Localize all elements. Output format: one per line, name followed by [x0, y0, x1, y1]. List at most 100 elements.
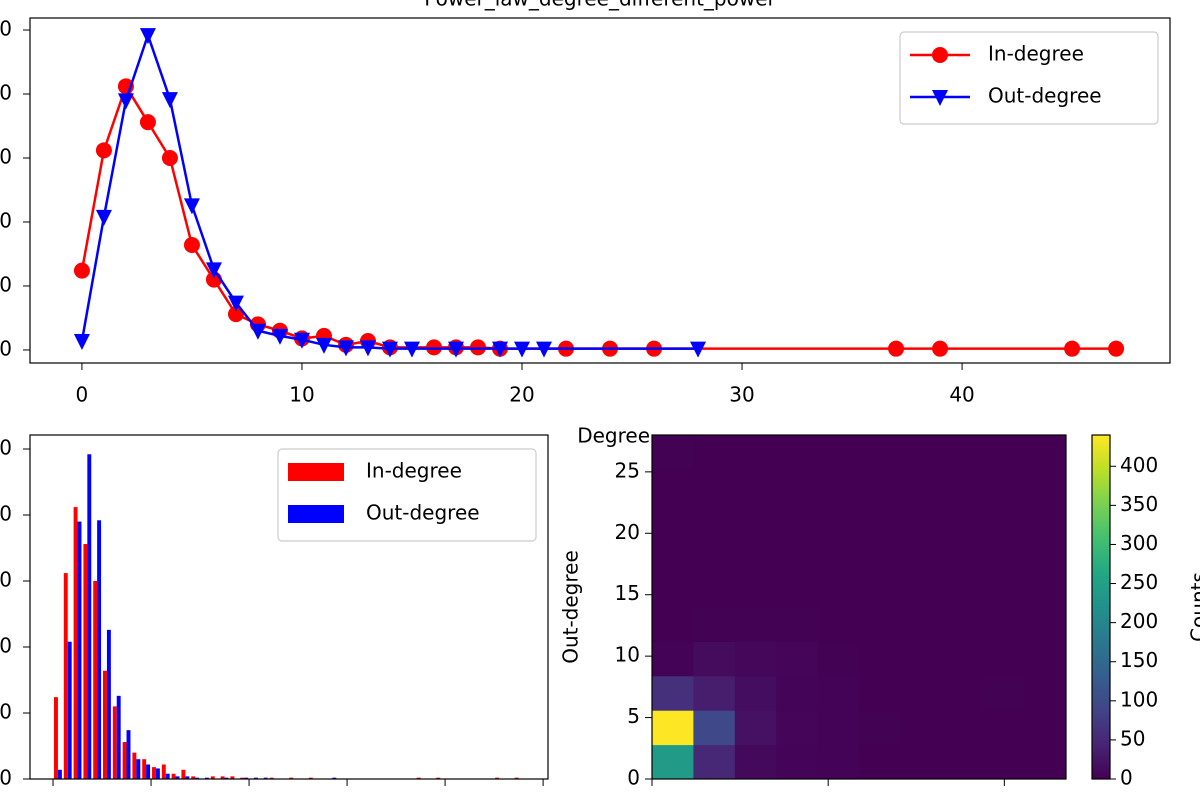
legend-label: Out-degree — [366, 501, 480, 525]
bar — [204, 777, 209, 779]
data-point — [161, 149, 178, 166]
data-point — [117, 93, 134, 110]
bar — [73, 507, 78, 779]
colorbar-tick-label: 400 — [1120, 453, 1158, 477]
x-tick-label: 30 — [729, 383, 754, 407]
colorbar-tick-label: 350 — [1120, 492, 1158, 516]
heat-cell — [693, 469, 736, 505]
data-point — [205, 262, 222, 279]
heat-cell — [941, 538, 984, 574]
y-tick-label: 250 — [0, 435, 12, 459]
heat-cell — [693, 538, 736, 574]
heat-cell — [941, 641, 984, 677]
axes-frame — [29, 17, 1171, 364]
bar — [269, 777, 274, 779]
heat-cell — [734, 675, 777, 711]
heat-cell — [817, 572, 860, 608]
bar — [436, 777, 441, 779]
data-point — [249, 323, 266, 340]
colorbar-tick-label: 100 — [1120, 687, 1158, 711]
bar — [171, 773, 176, 779]
bar — [220, 776, 225, 779]
heat-cell — [941, 469, 984, 505]
bar — [146, 764, 151, 779]
heat-cell — [859, 503, 901, 539]
data-point — [183, 198, 200, 215]
y-tick-label: 50 — [0, 699, 12, 723]
heat-cell — [817, 607, 860, 642]
data-point — [337, 340, 354, 357]
heat-cell — [941, 675, 984, 711]
heat-cell — [900, 469, 943, 505]
data-point — [95, 209, 112, 226]
data-point — [491, 341, 508, 358]
y-tick-label: 200 — [0, 81, 12, 105]
colorbar-tick-label: 150 — [1120, 648, 1158, 672]
bar — [195, 777, 200, 779]
heat-cell — [941, 744, 984, 780]
x-tick-label: 40 — [949, 383, 974, 407]
data-point — [227, 295, 244, 312]
colorbar-label: Counts — [1187, 572, 1200, 642]
y-tick-label: 0 — [627, 766, 640, 790]
data-point — [161, 92, 178, 109]
heat-cell — [693, 607, 736, 642]
heat-cell — [817, 710, 860, 746]
legend-label: In-degree — [366, 459, 462, 483]
heat-cell — [859, 572, 901, 608]
heat-cell — [941, 435, 984, 470]
colorbar-tick-label: 50 — [1120, 726, 1145, 750]
heat-cell — [776, 435, 819, 470]
x-tick-label: 20 — [509, 383, 534, 407]
heat-cell — [776, 675, 819, 711]
data-point — [95, 142, 112, 159]
heat-cell — [859, 675, 901, 711]
heat-cell — [1024, 641, 1067, 677]
bar — [416, 777, 421, 779]
legend-swatch — [288, 463, 344, 481]
heat-cell — [983, 435, 1026, 470]
data-point — [73, 333, 90, 350]
bar — [244, 777, 249, 779]
colorbar-tick-label: 0 — [1120, 766, 1133, 790]
bar — [97, 520, 102, 779]
heat-cell — [817, 675, 860, 711]
heat-cell — [900, 641, 943, 677]
heat-cell — [817, 744, 860, 780]
heat-cell — [983, 469, 1026, 505]
bar — [181, 769, 186, 779]
bar — [165, 773, 170, 779]
y-tick-label: 0 — [0, 336, 12, 360]
heat-cell — [859, 538, 901, 574]
heat-cell — [983, 538, 1026, 574]
data-point — [381, 341, 398, 358]
heat-cell — [776, 538, 819, 574]
heat-cell — [941, 503, 984, 539]
heat-cell — [1024, 744, 1067, 780]
x-tick-label: 0 — [76, 383, 89, 407]
bar — [175, 776, 180, 779]
bar — [93, 580, 98, 779]
bar — [106, 629, 111, 779]
bar — [495, 777, 499, 779]
bar — [224, 777, 229, 779]
axes-frame — [651, 434, 1067, 780]
bar — [132, 752, 137, 779]
bar — [126, 730, 131, 779]
heat-cell — [1024, 435, 1067, 470]
heat-cell — [983, 641, 1026, 677]
heat-cell — [859, 744, 901, 780]
bar — [210, 776, 215, 779]
heat-cell — [1024, 469, 1067, 505]
data-point — [513, 341, 530, 358]
heat-cell — [693, 710, 736, 746]
y-tick-label: 5 — [627, 704, 640, 728]
bar — [155, 768, 160, 779]
legend-marker — [932, 47, 948, 63]
heat-cell — [941, 572, 984, 608]
bar — [103, 670, 107, 779]
heat-cell — [983, 607, 1026, 642]
heat-cell — [776, 607, 819, 642]
heat-cell — [900, 710, 943, 746]
heat-cell — [776, 469, 819, 505]
